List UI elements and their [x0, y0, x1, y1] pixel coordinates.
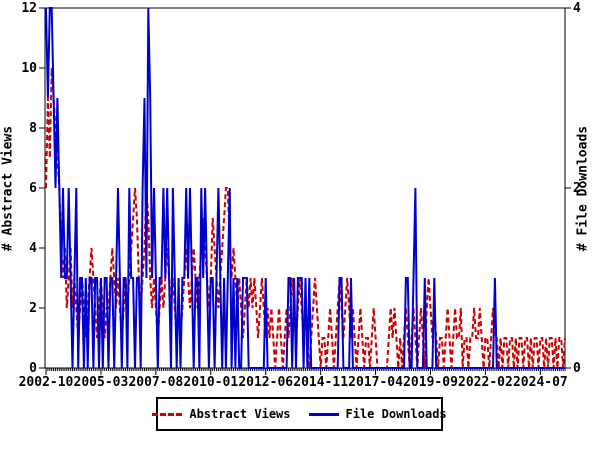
left-tick-label: 0 [29, 361, 37, 376]
left-tick-label: 8 [29, 121, 37, 136]
x-tick-label: 2005-03 [74, 375, 129, 390]
x-tick-label: 2017-04 [348, 375, 403, 390]
series-line-file-downloads [45, 7, 565, 369]
right-tick-label: 0 [573, 361, 581, 376]
solid-line-sample-icon [308, 412, 339, 416]
x-tick-label: 2007-08 [128, 375, 183, 390]
dashed-line-sample-icon [152, 412, 183, 416]
left-axis-title: # Abstract Views [0, 125, 16, 252]
x-tick-label: 2012-06 [238, 375, 293, 390]
x-tick-label: 2010-01 [183, 375, 238, 390]
legend-label-abstract-views: Abstract Views [189, 407, 291, 421]
left-tick-label: 12 [21, 1, 37, 16]
legend-item-file-downloads: File Downloads [308, 407, 447, 421]
left-tick-label: 2 [29, 301, 37, 316]
x-tick-label: 2002-10 [19, 375, 74, 390]
legend-label-file-downloads: File Downloads [345, 407, 447, 421]
chart-legend: Abstract Views File Downloads [152, 397, 447, 431]
legend-item-abstract-views: Abstract Views [152, 407, 291, 421]
x-tick-label: 2014-11 [293, 375, 348, 390]
x-tick-label: 2022-02 [458, 375, 513, 390]
x-tick-label: 2024-07 [513, 375, 568, 390]
right-axis-title: # File Downloads [575, 125, 591, 252]
left-tick-label: 10 [21, 61, 37, 76]
right-tick-label: 2 [573, 181, 581, 196]
x-tick-label: 2019-09 [403, 375, 458, 390]
left-tick-label: 4 [29, 241, 37, 256]
left-tick-label: 6 [29, 181, 37, 196]
right-tick-label: 4 [573, 1, 581, 16]
